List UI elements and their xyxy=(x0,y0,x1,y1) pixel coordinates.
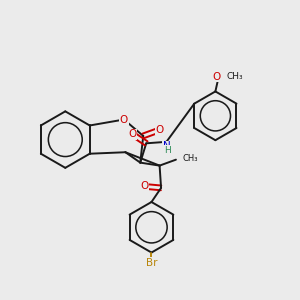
Text: N: N xyxy=(163,141,170,151)
Text: CH₃: CH₃ xyxy=(182,154,198,163)
Text: O: O xyxy=(141,182,149,191)
Text: CH₃: CH₃ xyxy=(227,72,244,81)
Text: O: O xyxy=(213,72,221,82)
Text: O: O xyxy=(120,115,128,124)
Text: H: H xyxy=(164,146,171,154)
Text: Br: Br xyxy=(146,258,157,268)
Text: O: O xyxy=(129,129,137,140)
Text: O: O xyxy=(155,125,164,135)
